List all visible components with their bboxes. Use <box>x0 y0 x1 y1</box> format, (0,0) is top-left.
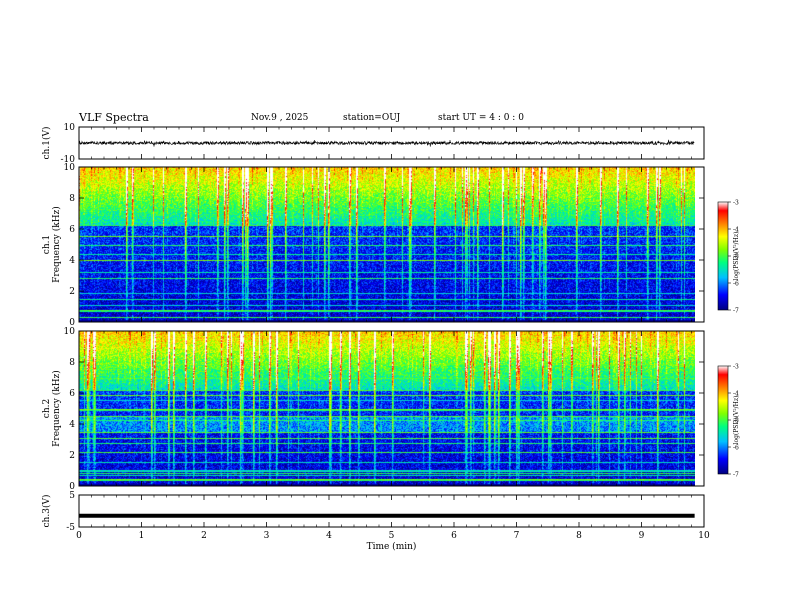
ch3-y-axis-label: ch.3(V) <box>41 495 52 528</box>
ch2-colorbar-tick-label: -5 <box>733 418 739 425</box>
ch2-frequency-label: Frequency (kHz) <box>51 370 62 447</box>
ch1-y-tick-label: 10 <box>64 123 76 133</box>
ch1-spectrogram-y-tick-label: 8 <box>69 194 75 204</box>
station-label: station=OUJ <box>343 113 401 123</box>
ch1-colorbar <box>717 201 729 311</box>
ch1-waveform-line <box>78 139 695 147</box>
x-tick-label: 3 <box>264 531 270 541</box>
ch1-colorbar-tick-label: -7 <box>733 308 739 315</box>
x-tick-label: 9 <box>639 531 645 541</box>
ch1-colorbar-tick-label: -6 <box>733 281 739 288</box>
ch2-spectrogram-y-tick-label: 8 <box>69 358 75 368</box>
ch2-colorbar-tick-label: -6 <box>733 445 739 452</box>
ch1-colorbar-tick-label: -4 <box>733 227 739 234</box>
ch1-colorbar-label: log(PSD)(V²/Hz) <box>733 232 740 281</box>
ch1-frequency-label: Frequency (kHz) <box>51 206 62 283</box>
ch2-channel-label: ch.2 <box>42 399 52 418</box>
ch2-spectrogram-y-tick-label: 10 <box>64 327 76 337</box>
ch3-y-tick-label: -5 <box>66 523 75 533</box>
ch2-colorbar-tick-label: -3 <box>733 364 739 371</box>
x-tick-label: 5 <box>389 531 395 541</box>
ch2-colorbar-tick-label: -4 <box>733 391 739 398</box>
ch2-spectrogram-y-tick-label: 2 <box>69 451 75 461</box>
ch1-spectrogram-y-tick-label: 10 <box>64 163 76 173</box>
ch1-spectrogram-y-tick-label: 4 <box>69 256 75 266</box>
ch1-spectrogram-y-tick-label: 2 <box>69 287 75 297</box>
date-label: Nov.9 , 2025 <box>251 113 309 123</box>
x-tick-label: 0 <box>76 531 82 541</box>
ch2-colorbar-label: log(PSD)(V²/Hz) <box>733 396 740 445</box>
x-tick-label: 1 <box>139 531 145 541</box>
ch1-colorbar-tick-label: -5 <box>733 254 739 261</box>
ch2-colorbar-tick-label: -7 <box>733 472 739 479</box>
ch1-y-axis-label: ch.1(V) <box>41 127 52 160</box>
x-tick-label: 4 <box>326 531 332 541</box>
ch1-y-tick-label: -10 <box>61 155 76 165</box>
x-tick-label: 7 <box>514 531 520 541</box>
x-axis-label: Time (min) <box>367 541 417 552</box>
ch2-spectrogram-y-tick-label: 0 <box>69 482 75 492</box>
x-tick-label: 6 <box>451 531 457 541</box>
ch1-spectrogram-y-tick-label: 6 <box>69 225 75 235</box>
x-tick-label: 2 <box>201 531 207 541</box>
ch1-spectrogram-y-tick-label: 0 <box>69 318 75 328</box>
ch1-spectrogram-image <box>79 167 695 322</box>
ch2-spectrogram-y-tick-label: 6 <box>69 389 75 399</box>
ch3-y-tick-label: 5 <box>69 491 75 501</box>
ch1-colorbar-tick-label: -3 <box>733 200 739 207</box>
ch2-colorbar <box>717 365 729 475</box>
x-tick-label: 10 <box>698 531 710 541</box>
figure-title: VLF Spectra <box>79 111 149 124</box>
start-time-label: start UT = 4 : 0 : 0 <box>438 113 524 123</box>
ch2-spectrogram-image <box>79 331 695 486</box>
ch1-channel-label: ch.1 <box>42 235 52 254</box>
ch2-spectrogram-y-tick-label: 4 <box>69 420 75 430</box>
x-tick-label: 8 <box>576 531 582 541</box>
